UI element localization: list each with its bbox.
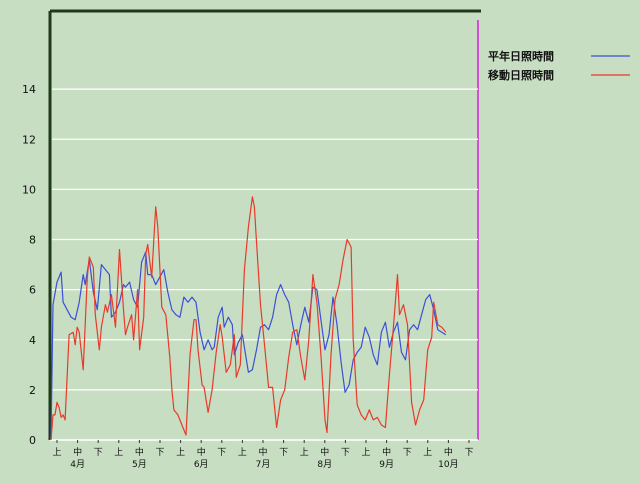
x-period-label: 中 (444, 446, 453, 458)
y-tick-label: 10 (22, 183, 36, 196)
x-period-label: 下 (464, 448, 473, 458)
x-month-label: 10月 (438, 459, 458, 470)
x-period-label: 上 (361, 447, 370, 458)
x-period-label: 中 (258, 446, 267, 458)
x-period-label: 上 (300, 447, 309, 458)
y-tick-label: 4 (29, 334, 36, 347)
x-month-label: 8月 (317, 459, 332, 470)
x-period-label: 上 (114, 447, 123, 458)
x-period-label: 下 (217, 448, 226, 458)
x-month-label: 6月 (194, 459, 209, 470)
x-period-label: 下 (341, 448, 350, 458)
x-period-label: 上 (52, 447, 61, 458)
x-month-label: 9月 (379, 459, 394, 470)
y-tick-label: 14 (22, 83, 36, 96)
x-period-label: 上 (238, 447, 247, 458)
x-period-label: 下 (279, 448, 288, 458)
x-period-label: 下 (155, 448, 164, 458)
series-line-normal-sunshine (50, 251, 447, 441)
x-period-label: 上 (423, 447, 432, 458)
legend-label: 平年日照時間 (488, 49, 554, 63)
x-month-label: 5月 (132, 459, 147, 470)
x-period-label: 上 (176, 447, 185, 458)
series-line-moving-sunshine (50, 196, 447, 441)
y-tick-label: 2 (29, 384, 36, 397)
x-period-label: 中 (320, 446, 329, 458)
y-tick-label: 6 (29, 284, 36, 297)
x-period-label: 中 (73, 446, 82, 458)
x-period-label: 下 (94, 448, 103, 458)
x-period-label: 中 (382, 446, 391, 458)
x-period-label: 下 (403, 448, 412, 458)
x-period-label: 中 (135, 446, 144, 458)
y-tick-label: 8 (29, 234, 36, 247)
y-tick-label: 12 (22, 133, 36, 146)
x-month-label: 4月 (70, 459, 85, 470)
x-month-label: 7月 (256, 459, 271, 470)
y-tick-label: 0 (29, 434, 36, 447)
legend-label: 移動日照時間 (488, 68, 554, 82)
x-period-label: 中 (197, 446, 206, 458)
